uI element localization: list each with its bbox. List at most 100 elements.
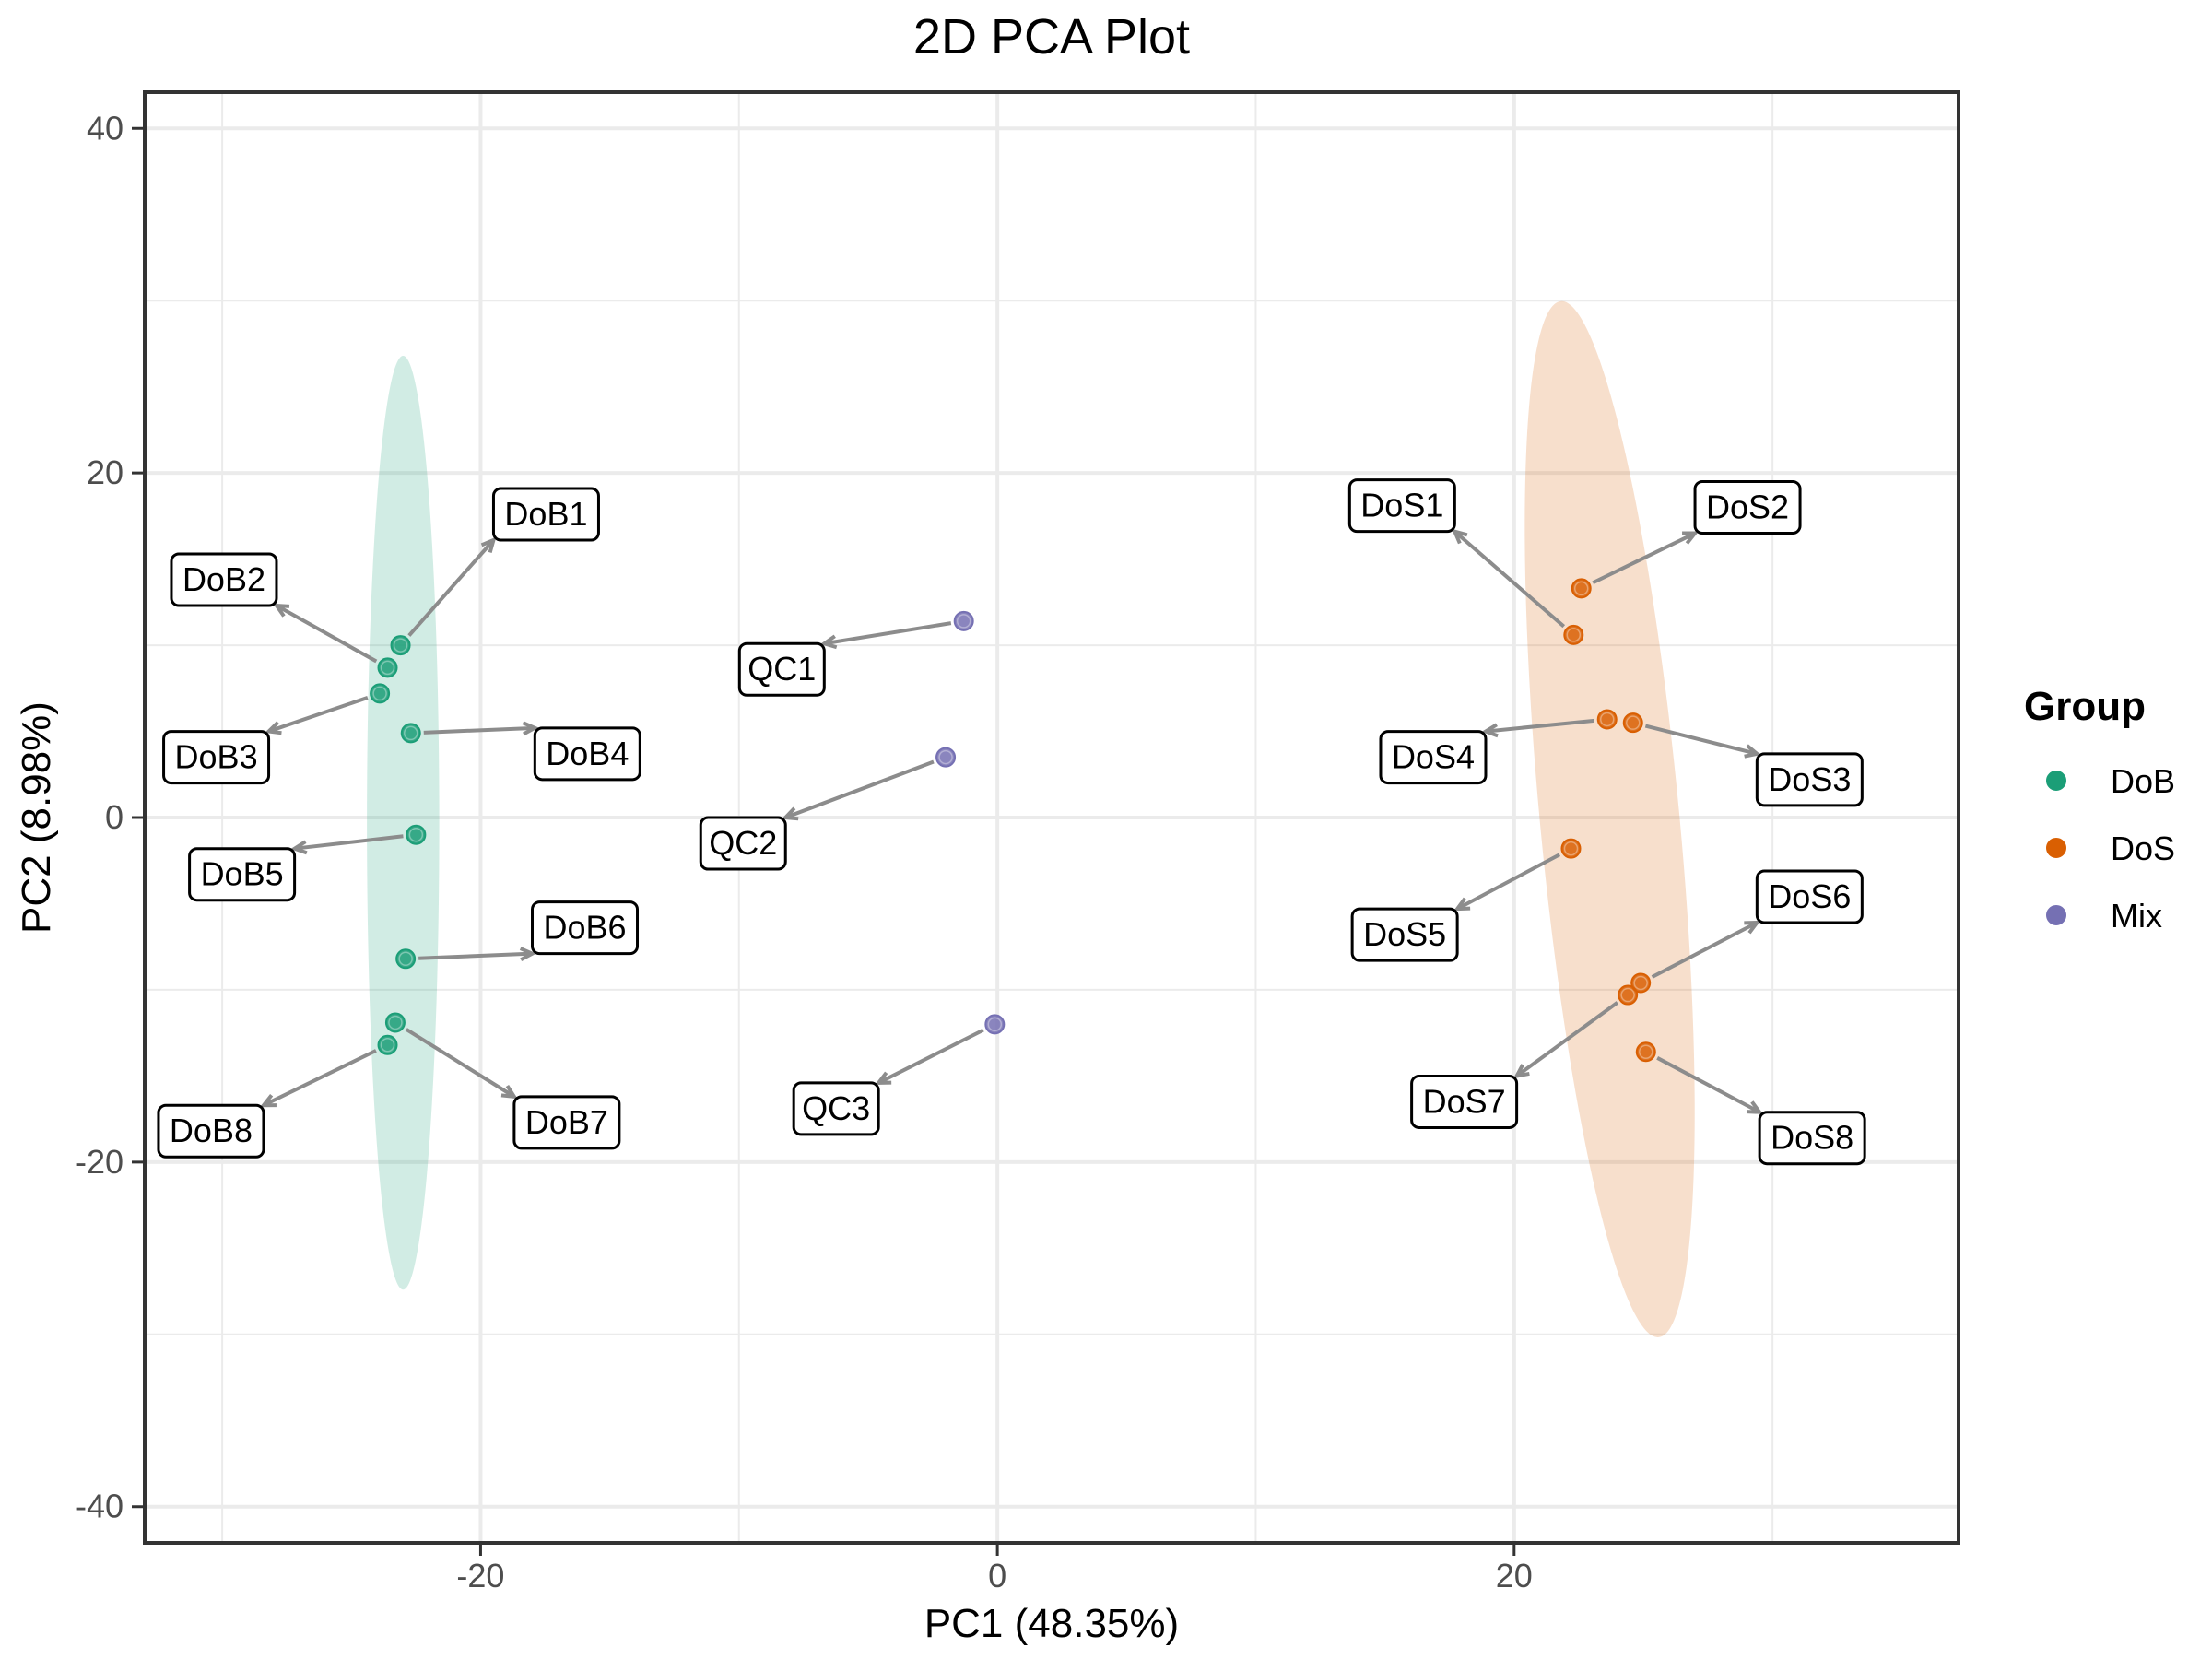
label-connector — [423, 725, 535, 735]
label-connector — [1456, 853, 1561, 911]
label-connector — [263, 1049, 377, 1108]
data-point — [406, 824, 427, 845]
point-label-box — [512, 1095, 621, 1150]
point-label: DoB8 — [170, 1112, 253, 1149]
point-label: DoS5 — [1363, 915, 1446, 953]
point-label-box — [157, 1103, 265, 1159]
point-label: DoB4 — [546, 735, 629, 772]
label-arrowhead — [1744, 920, 1761, 935]
x-tick-label: -20 — [456, 1557, 504, 1594]
label-connector — [1644, 724, 1758, 756]
point-label-box — [531, 900, 640, 956]
point-label-box — [699, 816, 787, 871]
y-tick-label: -40 — [76, 1488, 124, 1525]
point-label: DoB5 — [201, 855, 284, 893]
data-point-highlight — [1633, 975, 1648, 991]
y-axis-title: PC2 (8.98%) — [14, 701, 59, 934]
point-label: QC2 — [709, 824, 777, 862]
label-connector — [1485, 718, 1595, 734]
data-point-highlight — [1573, 581, 1589, 596]
y-tick-label: 0 — [105, 798, 124, 836]
label-arrowhead — [875, 1071, 892, 1085]
data-point-highlight — [393, 638, 408, 653]
legend-label-dos: DoS — [2111, 830, 2175, 867]
point-label: DoS3 — [1768, 760, 1851, 798]
point-label: DoS4 — [1392, 738, 1475, 776]
data-point-highlight — [987, 1017, 1003, 1032]
data-point — [1622, 712, 1643, 734]
label-arrowhead — [290, 840, 308, 855]
point-label: QC1 — [747, 650, 816, 688]
data-point — [395, 948, 417, 970]
label-arrowhead — [1453, 897, 1471, 912]
data-point — [1596, 709, 1618, 730]
data-point — [370, 683, 391, 704]
point-label-box — [188, 847, 297, 902]
dob-ellipse — [367, 356, 440, 1290]
point-labels: DoB1 DoB2 DoB3 DoB4 DoB5 DoB6 DoB7 DoB8 DoS1 DoS2… — [157, 478, 1866, 1166]
point-label: DoB1 — [504, 495, 587, 533]
grid-lines — [145, 92, 1959, 1543]
label-arrowhead — [1512, 1064, 1530, 1079]
data-point-highlight — [1639, 1044, 1653, 1059]
data-points — [370, 578, 1656, 1063]
y-tick-label: 20 — [87, 453, 124, 491]
legend-title: Group — [2024, 684, 2146, 729]
data-point — [390, 635, 411, 656]
data-point — [935, 747, 957, 768]
data-point-highlight — [938, 749, 953, 765]
x-axis-title: PC1 (48.35%) — [924, 1601, 1179, 1646]
point-label-box — [792, 1081, 880, 1136]
data-point-highlight — [956, 614, 971, 629]
data-point — [1635, 1041, 1656, 1063]
data-point-highlight — [408, 827, 424, 842]
label-connector — [784, 759, 935, 819]
label-connector — [275, 604, 378, 664]
point-label: DoS7 — [1423, 1082, 1506, 1120]
data-point-highlight — [1599, 712, 1615, 727]
label-arrowhead — [480, 536, 497, 554]
point-label-box — [170, 552, 278, 607]
point-label-box — [1379, 730, 1488, 785]
point-label-box — [1758, 1111, 1866, 1166]
chart-title: 2D PCA Plot — [913, 9, 1190, 65]
label-arrowhead — [1744, 744, 1761, 759]
point-label-box — [1755, 869, 1864, 924]
label-arrowhead — [265, 721, 282, 735]
data-point-highlight — [404, 725, 418, 741]
legend-key-dos — [2046, 838, 2066, 858]
point-label: DoB3 — [175, 738, 258, 776]
x-tick-label: 20 — [1496, 1557, 1533, 1594]
data-point-highlight — [1566, 628, 1582, 642]
label-arrowhead — [1747, 1100, 1764, 1114]
y-tick-label: 40 — [87, 109, 124, 147]
label-connector — [1515, 1001, 1619, 1078]
point-label: QC3 — [802, 1089, 870, 1127]
label-arrowhead — [1682, 531, 1700, 545]
data-point-highlight — [1563, 841, 1579, 856]
confidence-ellipses — [367, 300, 1695, 1337]
data-point — [953, 610, 974, 631]
label-connector — [1592, 531, 1696, 585]
legend: Group DoB DoS Mix — [2024, 684, 2175, 935]
label-arrowhead — [259, 1093, 276, 1108]
legend-key-mix — [2046, 905, 2066, 925]
label-connector — [1453, 530, 1566, 629]
data-point — [1630, 972, 1652, 994]
point-label: DoS6 — [1768, 877, 1851, 915]
point-label-box — [533, 726, 641, 782]
data-point-highlight — [388, 1015, 403, 1030]
label-connector — [1656, 1056, 1761, 1114]
data-point-highlight — [1620, 987, 1635, 1003]
point-label: DoB6 — [543, 909, 626, 947]
point-label-box — [1347, 478, 1456, 534]
label-connector — [823, 621, 952, 646]
point-label-box — [1410, 1074, 1519, 1129]
y-tick-label: -20 — [76, 1143, 124, 1181]
point-label: DoS8 — [1771, 1119, 1853, 1157]
data-point-highlight — [380, 660, 395, 676]
data-point — [384, 1012, 406, 1033]
legend-label-dob: DoB — [2111, 762, 2175, 800]
point-label-box — [491, 487, 600, 542]
